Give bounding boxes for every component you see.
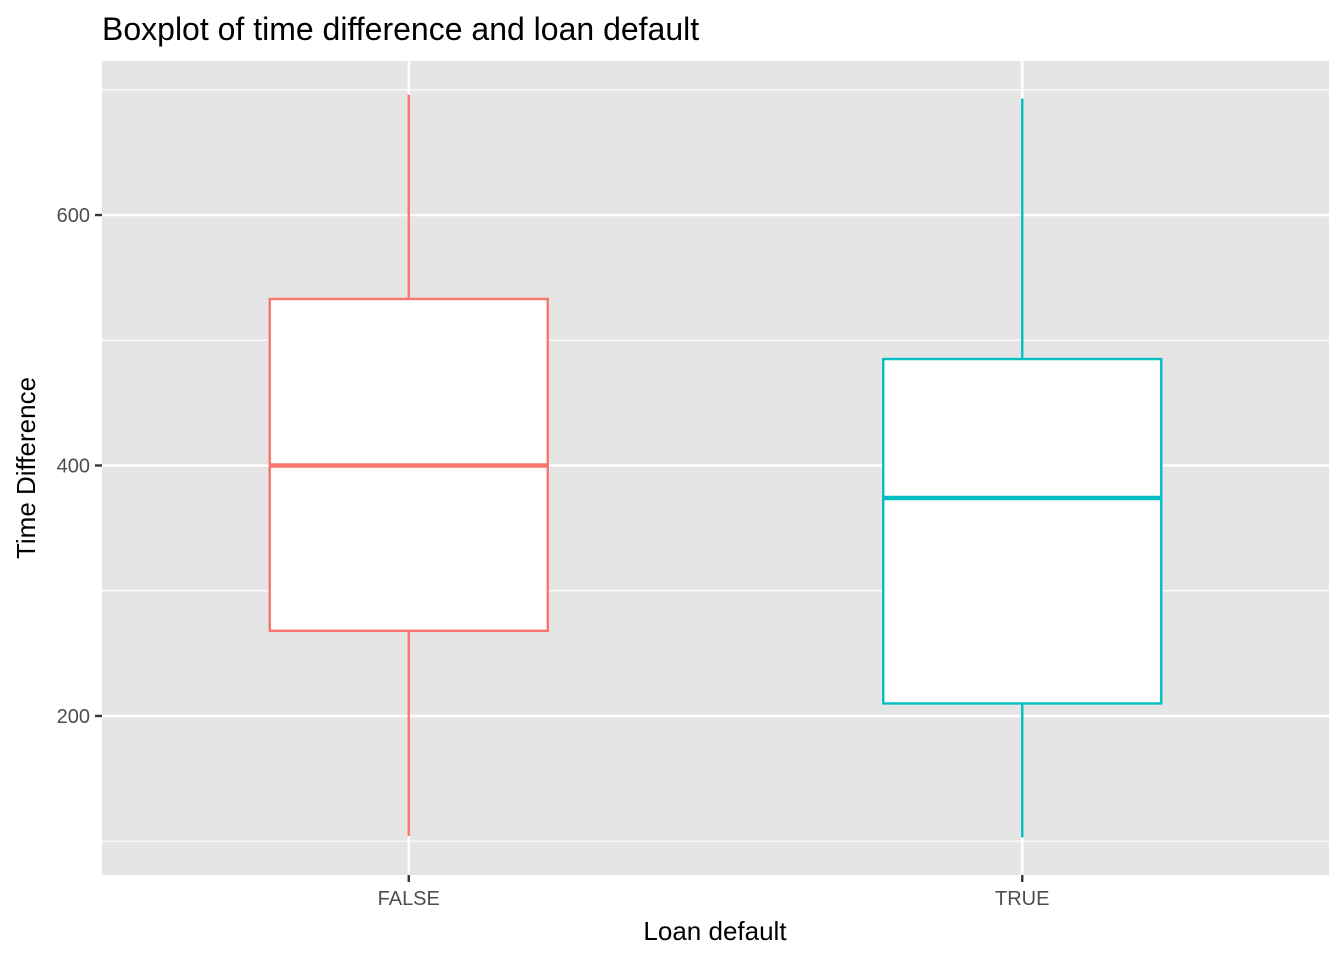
y-tick-label: 600 — [57, 205, 90, 227]
chart-title: Boxplot of time difference and loan defa… — [102, 11, 699, 47]
box-iqr — [882, 357, 1163, 705]
x-axis-title: Loan default — [643, 916, 787, 946]
y-tick-label: 200 — [57, 706, 90, 728]
box-false — [268, 94, 549, 837]
y-tick-label: 400 — [57, 455, 90, 477]
axis-ticks: 200 400 600 FALSE TRUE — [57, 205, 1050, 910]
boxes — [268, 94, 1163, 838]
x-tick-label: FALSE — [378, 888, 440, 910]
y-axis-title: Time Difference — [11, 377, 41, 559]
x-tick-label: TRUE — [995, 888, 1049, 910]
box-true — [882, 98, 1163, 838]
